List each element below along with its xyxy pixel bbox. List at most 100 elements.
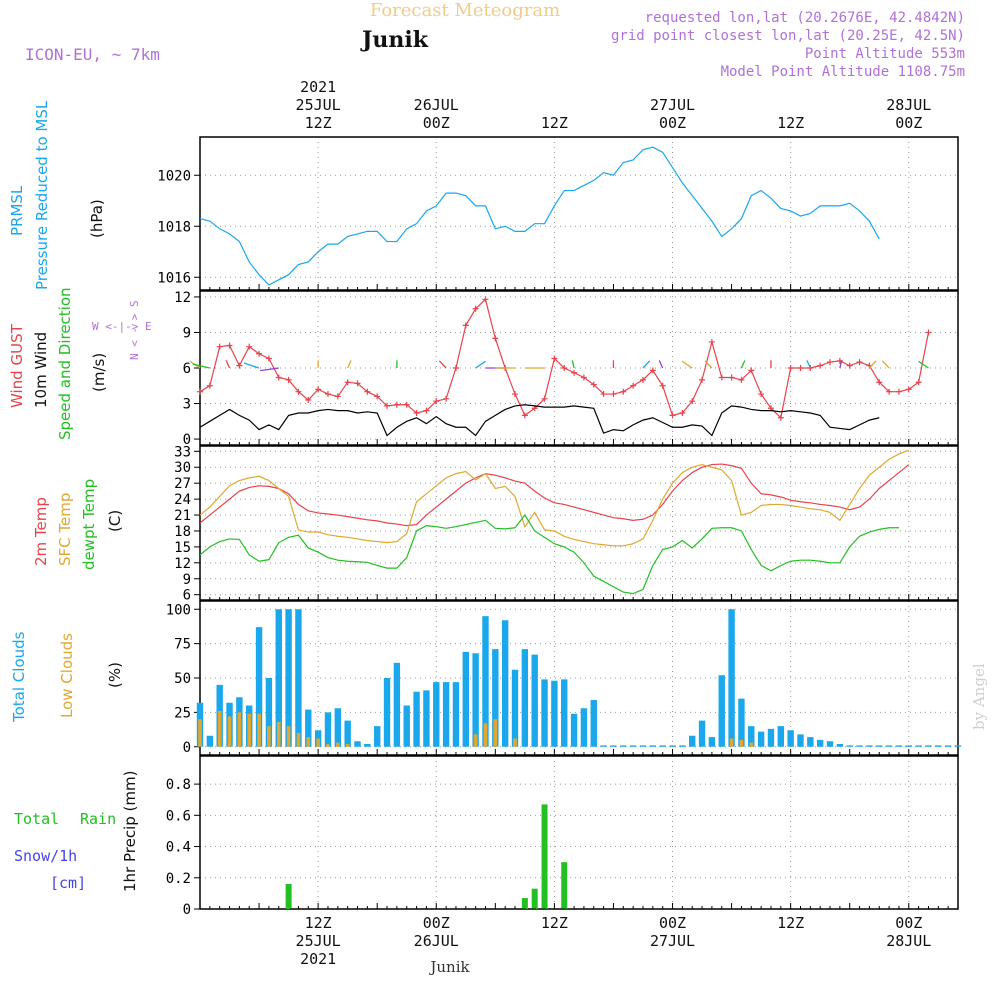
time-tick-label: 28JUL <box>886 932 931 950</box>
gust-marker <box>443 395 450 402</box>
total-label: Total <box>14 810 59 828</box>
low-cloud-bar <box>286 726 291 747</box>
pressure-panel-labels: PRMSL Pressure Reduced to MSL (hPa) <box>8 100 106 290</box>
gust-marker <box>679 410 686 417</box>
gust-marker <box>354 380 361 387</box>
total-cloud-bar <box>373 726 381 747</box>
rain-bar <box>285 884 292 909</box>
gust-marker <box>571 369 578 376</box>
gust-marker <box>551 355 558 362</box>
low-cloud-bar <box>217 711 222 747</box>
gust-marker <box>472 305 479 312</box>
gust-marker <box>580 374 587 381</box>
total-cloud-bar <box>728 609 735 747</box>
cloud-unit: (%) <box>106 662 124 688</box>
gust-marker <box>856 359 863 366</box>
gust-marker <box>600 391 607 398</box>
y-tick-label: 0.4 <box>166 840 191 856</box>
total-cloud-bar <box>600 745 607 747</box>
total-cloud-bar <box>206 735 214 747</box>
wind-arrow <box>881 360 890 369</box>
gust-marker <box>777 414 784 421</box>
precip-panel-labels: Total Rain Snow/1h [cm] 1hr Precip (mm) <box>14 771 139 892</box>
time-tick-label: 25JUL <box>296 96 341 114</box>
total-cloud-bar <box>777 726 785 747</box>
gust-marker <box>915 379 922 386</box>
temp-panel-labels: 2m Temp SFC Temp dewpt Temp (C) <box>32 479 124 570</box>
total-cloud-bar <box>285 609 292 747</box>
wind-arrow <box>475 360 486 369</box>
total-cloud-bar <box>659 745 666 747</box>
gust-marker <box>246 343 253 350</box>
total-cloud-bar <box>698 720 706 747</box>
total-cloud-bar <box>915 745 922 747</box>
y-tick-label: 1018 <box>157 219 191 235</box>
compass-we: W <-|-> E <box>92 320 152 333</box>
gust-marker <box>630 382 637 389</box>
panel-frame <box>199 755 959 910</box>
y-tick-label: 25 <box>174 705 191 721</box>
total-cloud-bar <box>826 741 834 747</box>
gust-marker <box>689 398 696 405</box>
gust-marker <box>206 382 213 389</box>
total-cloud-bar <box>452 682 460 747</box>
2m-temp-line <box>199 463 910 527</box>
gust-marker <box>265 355 272 362</box>
precip-panel: 0 0.2 0.4 0.6 0.8 <box>166 755 959 918</box>
total-cloud-bar <box>265 678 273 747</box>
gust-marker <box>846 362 853 369</box>
cloud-panel-labels: Total Clouds Low Clouds (%) <box>10 631 124 723</box>
10m-wind-line <box>199 404 880 437</box>
total-cloud-bar <box>472 653 479 747</box>
total-cloud-bar <box>797 734 804 747</box>
gust-marker <box>649 367 656 374</box>
gust-marker <box>216 343 223 350</box>
total-cloud-bar <box>275 609 282 747</box>
prmsl-label: PRMSL <box>8 185 26 236</box>
wind-panel-labels: Wind GUST 10m Wind Speed and Direction (… <box>8 287 152 440</box>
gust-marker <box>708 338 715 345</box>
total-cloud-bar <box>718 675 725 747</box>
total-cloud-bar <box>708 737 716 747</box>
low-clouds-label: Low Clouds <box>58 633 76 718</box>
time-tick-label: 27JUL <box>650 932 695 950</box>
total-cloud-bar <box>679 745 686 747</box>
total-cloud-bar <box>738 698 745 747</box>
low-cloud-bar <box>493 719 498 747</box>
model-label: ICON-EU, ~ 7km <box>25 45 160 64</box>
gust-marker <box>492 335 499 342</box>
low-cloud-bar <box>247 713 252 747</box>
wind-arrow <box>192 363 210 369</box>
gust-marker <box>393 401 400 408</box>
footer-station: Junik <box>428 958 470 976</box>
wind-arrow <box>347 360 352 369</box>
clouds-panel: 0 25 50 75 100 <box>166 600 962 756</box>
total-cloud-bar <box>570 713 578 747</box>
y-tick-label: 0 <box>183 902 191 918</box>
rain-label: Rain <box>80 810 116 828</box>
total-cloud-bar <box>629 745 637 747</box>
y-tick-label: 24 <box>174 492 191 508</box>
y-tick-label: 27 <box>174 476 191 492</box>
total-cloud-bar <box>255 627 263 747</box>
low-cloud-bar <box>336 742 340 747</box>
total-cloud-bar <box>501 620 509 747</box>
total-cloud-bar <box>846 745 853 747</box>
low-cloud-bar <box>227 716 232 747</box>
gust-marker <box>433 398 440 405</box>
y-tick-label: 9 <box>183 572 191 588</box>
gust-marker <box>787 365 794 371</box>
dewpt-label: dewpt Temp <box>80 479 98 570</box>
time-tick-label: 2021 <box>300 950 336 968</box>
wind-arrow <box>571 360 575 369</box>
y-tick-label: 100 <box>166 602 191 618</box>
time-tick-label: 26JUL <box>414 96 459 114</box>
gust-marker <box>561 365 568 371</box>
y-tick-label: 50 <box>174 671 191 687</box>
time-tick-label: 00Z <box>895 914 922 932</box>
gust-marker <box>738 376 745 383</box>
total-cloud-bar <box>876 745 883 747</box>
total-cloud-bar <box>324 712 332 747</box>
